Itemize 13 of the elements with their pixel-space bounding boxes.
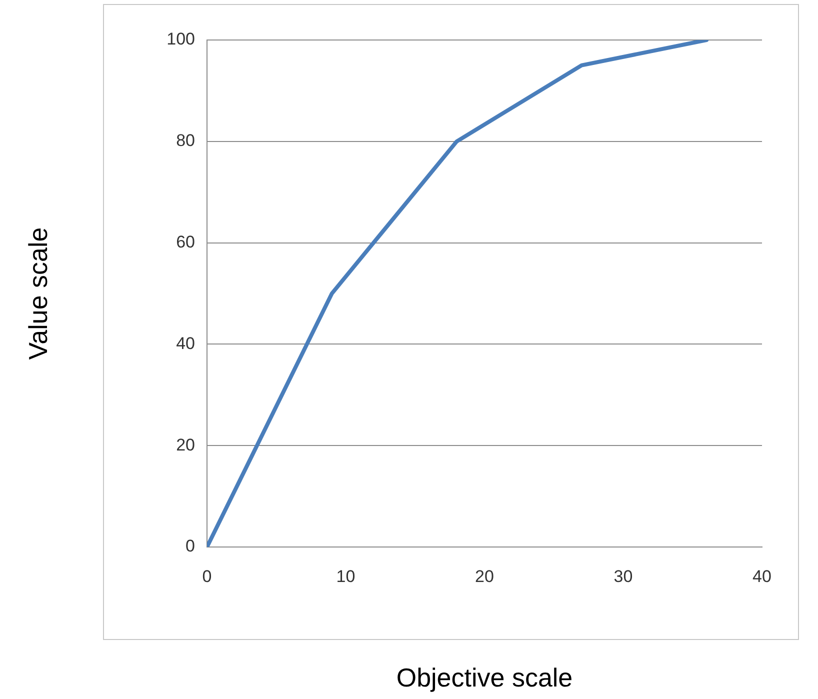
- y-tick-label: 40: [176, 334, 195, 353]
- y-tick-label: 100: [166, 30, 195, 49]
- y-axis-title: Value scale: [22, 227, 53, 360]
- x-tick-label: 10: [336, 566, 356, 586]
- y-tick-label: 0: [186, 536, 195, 556]
- y-tick-label: 60: [176, 232, 195, 252]
- x-tick-label: 20: [475, 566, 494, 586]
- y-tick-label: 20: [176, 435, 195, 454]
- x-tick-label: 30: [614, 566, 633, 586]
- x-tick-label: 40: [752, 566, 772, 586]
- x-tick-label: 0: [202, 566, 212, 586]
- y-tick-label: 80: [176, 131, 195, 150]
- x-axis-title: Objective scale: [396, 662, 573, 693]
